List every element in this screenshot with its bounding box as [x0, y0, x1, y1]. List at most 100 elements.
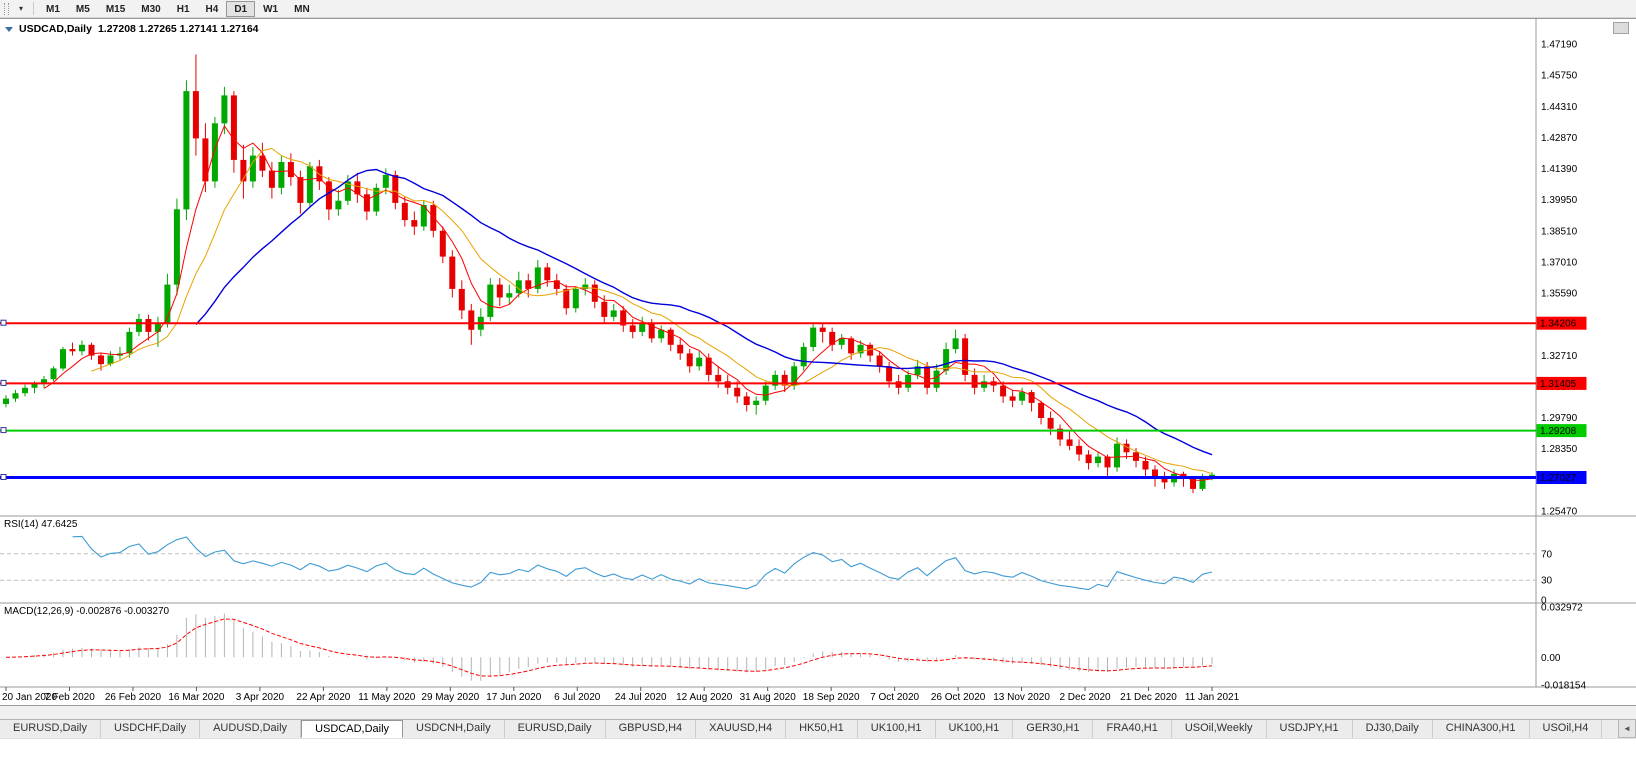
candle-body [1028, 392, 1035, 403]
timeframe-button-w1[interactable]: W1 [263, 3, 279, 15]
date-axis-label[interactable]: 18 Sep 2020 [803, 692, 860, 703]
price-axis-label[interactable]: 1.45750 [1541, 71, 1578, 82]
candle-body [848, 338, 855, 354]
chart-tab-uk100-h1[interactable]: UK100,H1 [858, 720, 936, 738]
toolbar-separator [33, 2, 34, 15]
rsi-line [72, 535, 1213, 591]
chart-tab-dj30-daily[interactable]: DJ30,Daily [1353, 720, 1433, 738]
price-tag-label: 1.29208 [1540, 426, 1577, 437]
candle-body [401, 202, 408, 221]
chart-tab-uk100-h1[interactable]: UK100,H1 [936, 720, 1014, 738]
candle-body [1038, 402, 1045, 418]
date-axis-label[interactable]: 26 Feb 2020 [105, 692, 162, 703]
chart-window-button[interactable] [1613, 22, 1629, 34]
date-axis-label[interactable]: 6 Jul 2020 [554, 692, 601, 703]
date-axis-label[interactable]: 17 Jun 2020 [486, 692, 541, 703]
price-axis-label[interactable]: 1.39950 [1541, 195, 1578, 206]
candle-body [135, 319, 142, 332]
rsi-axis-label: 30 [1541, 576, 1553, 587]
chart-tab-audusd-daily[interactable]: AUDUSD,Daily [200, 720, 302, 738]
price-axis-label[interactable]: 1.44310 [1541, 102, 1578, 113]
price-axis-label[interactable]: 1.42870 [1541, 133, 1578, 144]
date-axis-label[interactable]: 22 Apr 2020 [296, 692, 350, 703]
date-axis-label[interactable]: 26 Oct 2020 [931, 692, 986, 703]
candle-body [639, 323, 646, 332]
price-axis-label[interactable]: 1.32710 [1541, 351, 1578, 362]
candle-body [781, 374, 788, 386]
price-axis-label[interactable]: 1.47190 [1541, 40, 1578, 51]
date-axis-label[interactable]: 7 Oct 2020 [870, 692, 919, 703]
candle-body [1190, 478, 1196, 489]
candle-body [1019, 392, 1026, 401]
ma-mid-line [91, 147, 1213, 475]
date-axis-label[interactable]: 16 Mar 2020 [168, 692, 225, 703]
candle-body [506, 293, 513, 298]
timeframe-button-m1[interactable]: M1 [46, 3, 60, 15]
timeframe-button-h1[interactable]: H1 [176, 3, 190, 15]
date-axis-label[interactable]: 21 Dec 2020 [1120, 692, 1177, 703]
chart-tab-china300-h1[interactable]: CHINA300,H1 [1433, 720, 1530, 738]
price-tag [1536, 471, 1587, 484]
timeframe-button-m15[interactable]: M15 [105, 3, 126, 15]
chart-tab-usoil-weekly[interactable]: USOil,Weekly [1172, 720, 1267, 738]
line-handle[interactable] [0, 474, 7, 480]
candle-body [553, 280, 560, 289]
date-axis-label[interactable]: 11 Jan 2021 [1185, 692, 1240, 703]
one-click-trading-arrow-icon[interactable] [5, 26, 13, 32]
date-axis-label[interactable]: 12 Aug 2020 [676, 692, 733, 703]
date-axis-label[interactable]: 24 Jul 2020 [615, 692, 667, 703]
candle-body [620, 310, 627, 326]
chart-tab-usdcnh-daily[interactable]: USDCNH,Daily [403, 720, 505, 738]
timeframe-button-d1[interactable]: D1 [226, 0, 256, 17]
candle-body [905, 374, 912, 388]
candle-body [88, 344, 95, 356]
chart-svg[interactable]: 1.47190 1.45750 1.44310 1.42870 1.41390 1.399… [0, 19, 1636, 707]
price-axis-label[interactable]: 1.25470 [1541, 507, 1578, 518]
line-handle[interactable] [0, 379, 7, 386]
chart-tab-gbpusd-h4[interactable]: GBPUSD,H4 [606, 720, 697, 738]
date-axis-label[interactable]: 29 May 2020 [421, 692, 479, 703]
chart-tab-ger30-h1[interactable]: GER30,H1 [1013, 720, 1094, 738]
timeframe-button-h4[interactable]: H4 [205, 3, 219, 15]
line-handle[interactable] [0, 427, 7, 434]
timeframes-toolbar: ▾ M1 M5 M15 M30 H1 H4 D1 W1 MN [0, 0, 1636, 18]
price-axis-label[interactable]: 1.29790 [1541, 413, 1578, 424]
chart-tab-hk50-h1[interactable]: HK50,H1 [786, 720, 858, 738]
chart-tab-usdcad-daily[interactable]: USDCAD,Daily [301, 720, 404, 738]
price-axis-label[interactable]: 1.28350 [1541, 444, 1578, 455]
chart-tab-eurusd-daily[interactable]: EURUSD,Daily [505, 720, 606, 738]
date-axis-label[interactable]: 11 May 2020 [358, 692, 416, 703]
candle-body [544, 267, 551, 281]
price-axis-label[interactable]: 1.35590 [1541, 289, 1578, 300]
toolbar-arrow-icon[interactable]: ▾ [18, 4, 23, 13]
chart-ohlc-values: 1.27208 1.27265 1.27141 1.27164 [97, 23, 259, 35]
line-handle[interactable] [0, 319, 7, 326]
date-axis-label[interactable]: 7 Feb 2020 [44, 692, 95, 703]
candle-body [601, 301, 608, 317]
date-axis-label[interactable]: 3 Apr 2020 [236, 692, 285, 703]
chart-tab-eurusd-daily[interactable]: EURUSD,Daily [0, 720, 101, 738]
timeframe-button-m5[interactable]: M5 [75, 3, 90, 15]
toolbar-grip[interactable] [4, 2, 9, 15]
timeframe-button-m30[interactable]: M30 [141, 3, 161, 15]
chart-tab-usdjpy-h1[interactable]: USDJPY,H1 [1267, 720, 1353, 738]
price-axis-label[interactable]: 1.38510 [1541, 226, 1578, 237]
date-axis-label[interactable]: 31 Aug 2020 [740, 692, 797, 703]
date-axis-label[interactable]: 2 Dec 2020 [1059, 692, 1111, 703]
price-axis-label[interactable]: 1.37010 [1541, 257, 1578, 268]
price-axis-label[interactable]: 1.41390 [1541, 164, 1578, 175]
chart-tab-fra40-h1[interactable]: FRA40,H1 [1093, 720, 1172, 738]
candle-body [192, 91, 199, 139]
candle-body [886, 366, 893, 382]
candle-body [202, 138, 209, 182]
chart-tab-xauusd-h4[interactable]: XAUUSD,H4 [696, 720, 787, 738]
timeframe-button-mn[interactable]: MN [294, 3, 310, 15]
chart-tab-usdchf-daily[interactable]: USDCHF,Daily [101, 720, 201, 738]
date-axis-label[interactable]: 13 Nov 2020 [993, 692, 1050, 703]
date-axis-label[interactable]: 20 Jan 2020 [2, 692, 57, 703]
tab-scroll-left-button[interactable]: ◄ [1618, 719, 1636, 738]
candle-body [572, 288, 579, 309]
chart-tab-usoil-h4[interactable]: USOil,H4 [1530, 720, 1603, 738]
candle-body [1114, 443, 1120, 468]
candle-body [791, 366, 798, 386]
